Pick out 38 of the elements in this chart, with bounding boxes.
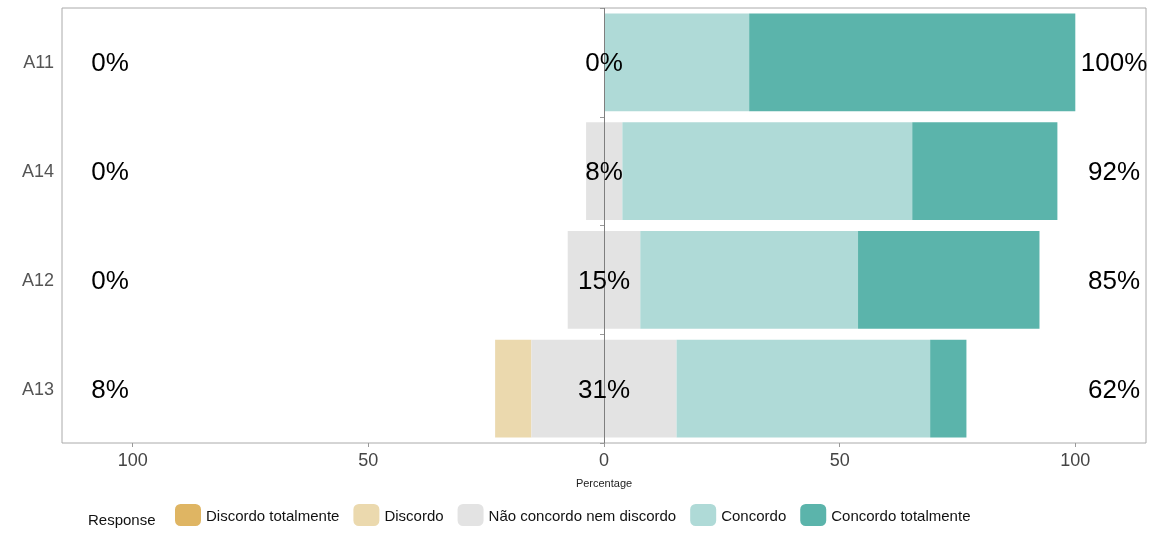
y-tick-label: A14: [21, 161, 54, 182]
legend-title: Response: [88, 511, 156, 528]
legend-label: Não concordo nem discordo: [488, 506, 677, 524]
bar: [640, 230, 859, 329]
x-tick-label: 50: [829, 450, 850, 470]
annotation: 8%: [91, 373, 129, 404]
annotation: 15%: [577, 264, 631, 295]
bar: [495, 339, 532, 438]
x-tick-label: 100: [117, 450, 148, 470]
legend-label: Concordo: [721, 506, 787, 524]
legend-label: Discordo: [384, 506, 444, 524]
annotation: 0%: [91, 264, 129, 295]
bar: [749, 13, 1076, 112]
bar: [622, 122, 913, 221]
x-axis-title: Percentage: [575, 476, 633, 489]
annotation: 31%: [577, 373, 631, 404]
annotation: 0%: [585, 47, 623, 78]
annotation: 92%: [1087, 156, 1141, 187]
x-tick-label: 0: [598, 450, 610, 470]
legend-label: Discordo totalmente: [206, 506, 340, 524]
legend-label: Concordo totalmente: [831, 506, 971, 524]
annotation: 100%: [1080, 47, 1148, 78]
y-tick-label: A13: [21, 378, 54, 399]
y-tick-label: A11: [23, 52, 54, 73]
annotation: 0%: [91, 156, 129, 187]
bar: [930, 339, 967, 438]
bar: [567, 230, 641, 329]
bar: [858, 230, 1040, 329]
annotation: 85%: [1087, 264, 1141, 295]
x-tick-label: 100: [1060, 450, 1091, 470]
bar: [676, 339, 931, 438]
annotation: 62%: [1087, 373, 1141, 404]
bar: [531, 339, 677, 438]
bar: [912, 122, 1058, 221]
y-tick-label: A12: [21, 269, 54, 290]
annotation: 0%: [91, 47, 129, 78]
annotation: 8%: [585, 156, 623, 187]
x-tick-label: 50: [358, 450, 379, 470]
